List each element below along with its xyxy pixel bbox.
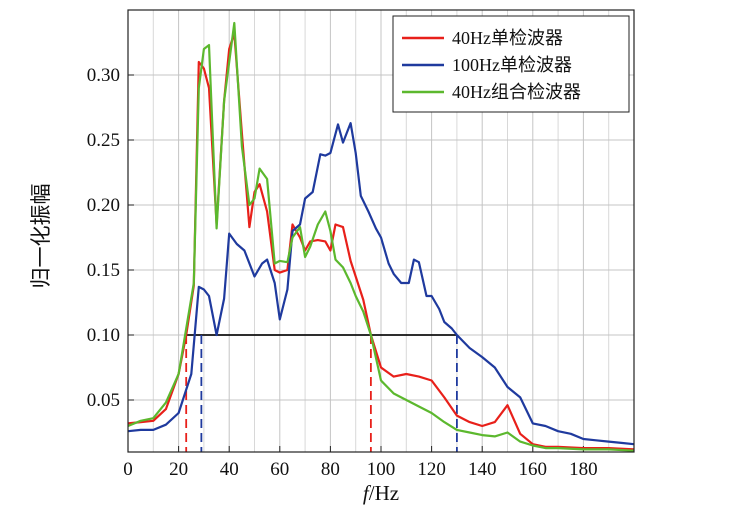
legend: 40Hz单检波器 100Hz单检波器 40Hz组合检波器 [392,15,630,113]
legend-label-3: 40Hz组合检波器 [452,82,581,102]
series-line-2 [127,121,635,446]
legend-label-1: 40Hz单检波器 [452,28,563,48]
x-tick-label: 160 [519,459,548,480]
x-tick-label: 180 [569,459,598,480]
y-tick-label: 0.20 [87,195,120,216]
y-axis-title: 归一化振幅 [29,184,53,289]
x-axis-title: f/Hz [363,481,399,505]
x-tick-label: 0 [123,459,133,480]
tick-labels: 0 20 40 60 80 100 120 140 160 180 0.05 0.10 0.15 0.20… [87,65,598,480]
x-axis-title-unit: /Hz [369,481,399,505]
y-tick-label: 0.10 [87,325,120,346]
x-axis-title-italic: f [363,481,372,505]
x-tick-label: 80 [321,459,340,480]
cutoff-markers [185,334,458,452]
series-line-1 [127,32,635,451]
x-tick-label: 60 [270,459,289,480]
x-tick-label: 100 [367,459,396,480]
y-tick-label: 0.30 [87,65,120,86]
x-tick-label: 120 [417,459,446,480]
series-line-3 [127,21,635,452]
legend-label-2: 100Hz单检波器 [452,55,572,75]
x-tick-label: 40 [220,459,239,480]
plot-frame [127,9,635,453]
y-tick-label: 0.15 [87,260,120,281]
x-tick-label: 20 [169,459,188,480]
x-tick-label: 140 [468,459,497,480]
y-tick-label: 0.05 [87,390,120,411]
series-lines [127,21,635,452]
y-tick-label: 0.25 [87,130,120,151]
